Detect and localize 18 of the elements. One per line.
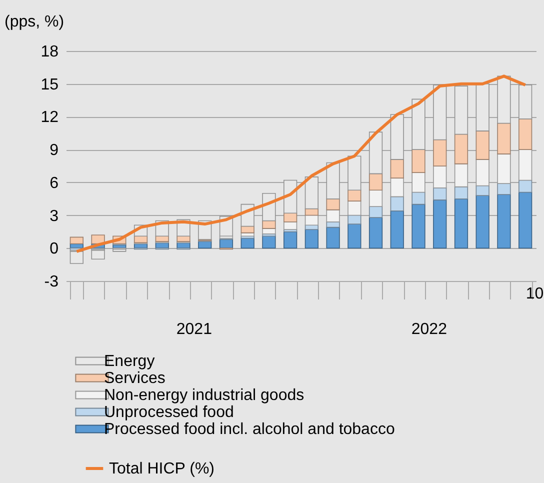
y-axis-title: (pps, %) <box>4 14 64 30</box>
x-tick-label: 10 <box>526 286 544 302</box>
legend-label: Processed food incl. alcohol and tobacco <box>104 421 395 438</box>
legend-label: Unprocessed food <box>104 404 234 421</box>
y-tick-label: 12 <box>40 109 59 126</box>
y-tick-label: 3 <box>50 208 59 225</box>
y-tick-label: 6 <box>50 174 59 192</box>
legend-label: Services <box>104 370 166 387</box>
text: 2021 <box>176 321 212 338</box>
y-tick-label: -3 <box>44 274 59 290</box>
y-tick-label: 18 <box>40 44 59 60</box>
legend-label: Total HICP (%) <box>109 460 215 478</box>
y-tick-label: 15 <box>40 76 59 94</box>
legend-label: Energy <box>104 353 155 370</box>
y-tick-label: 9 <box>50 142 59 160</box>
legend-label: Non-energy industrial goods <box>104 387 304 404</box>
y-tick-label: 0 <box>50 240 59 258</box>
text: 2022 <box>411 321 448 338</box>
